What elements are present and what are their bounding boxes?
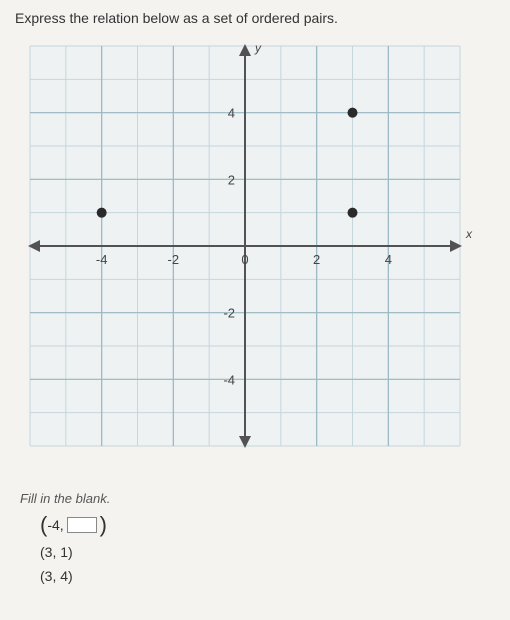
blank-pair-prefix: -4, [47,517,63,533]
svg-text:4: 4 [228,106,235,121]
svg-text:-4: -4 [223,372,235,387]
svg-text:-2: -2 [223,306,235,321]
chart-svg: -4 -2 0 2 4 -4 -2 2 4 y x [20,36,490,476]
open-paren: ( [40,514,47,536]
question-text: Express the relation below as a set of o… [15,10,495,26]
ordered-pair-2: (3, 1) [40,544,495,560]
svg-text:-2: -2 [168,252,180,267]
svg-text:-4: -4 [96,252,108,267]
svg-text:y: y [254,41,262,55]
coordinate-chart: -4 -2 0 2 4 -4 -2 2 4 y x [20,36,490,476]
instruction-text: Fill in the blank. [20,491,495,506]
svg-text:x: x [465,227,473,241]
svg-text:4: 4 [385,252,392,267]
ordered-pair-blank: ( -4, ) [40,514,495,536]
blank-input[interactable] [67,517,97,533]
ordered-pair-3: (3, 4) [40,568,495,584]
svg-text:0: 0 [241,252,248,267]
svg-text:2: 2 [228,172,235,187]
svg-text:2: 2 [313,252,320,267]
close-paren: ) [100,514,107,536]
